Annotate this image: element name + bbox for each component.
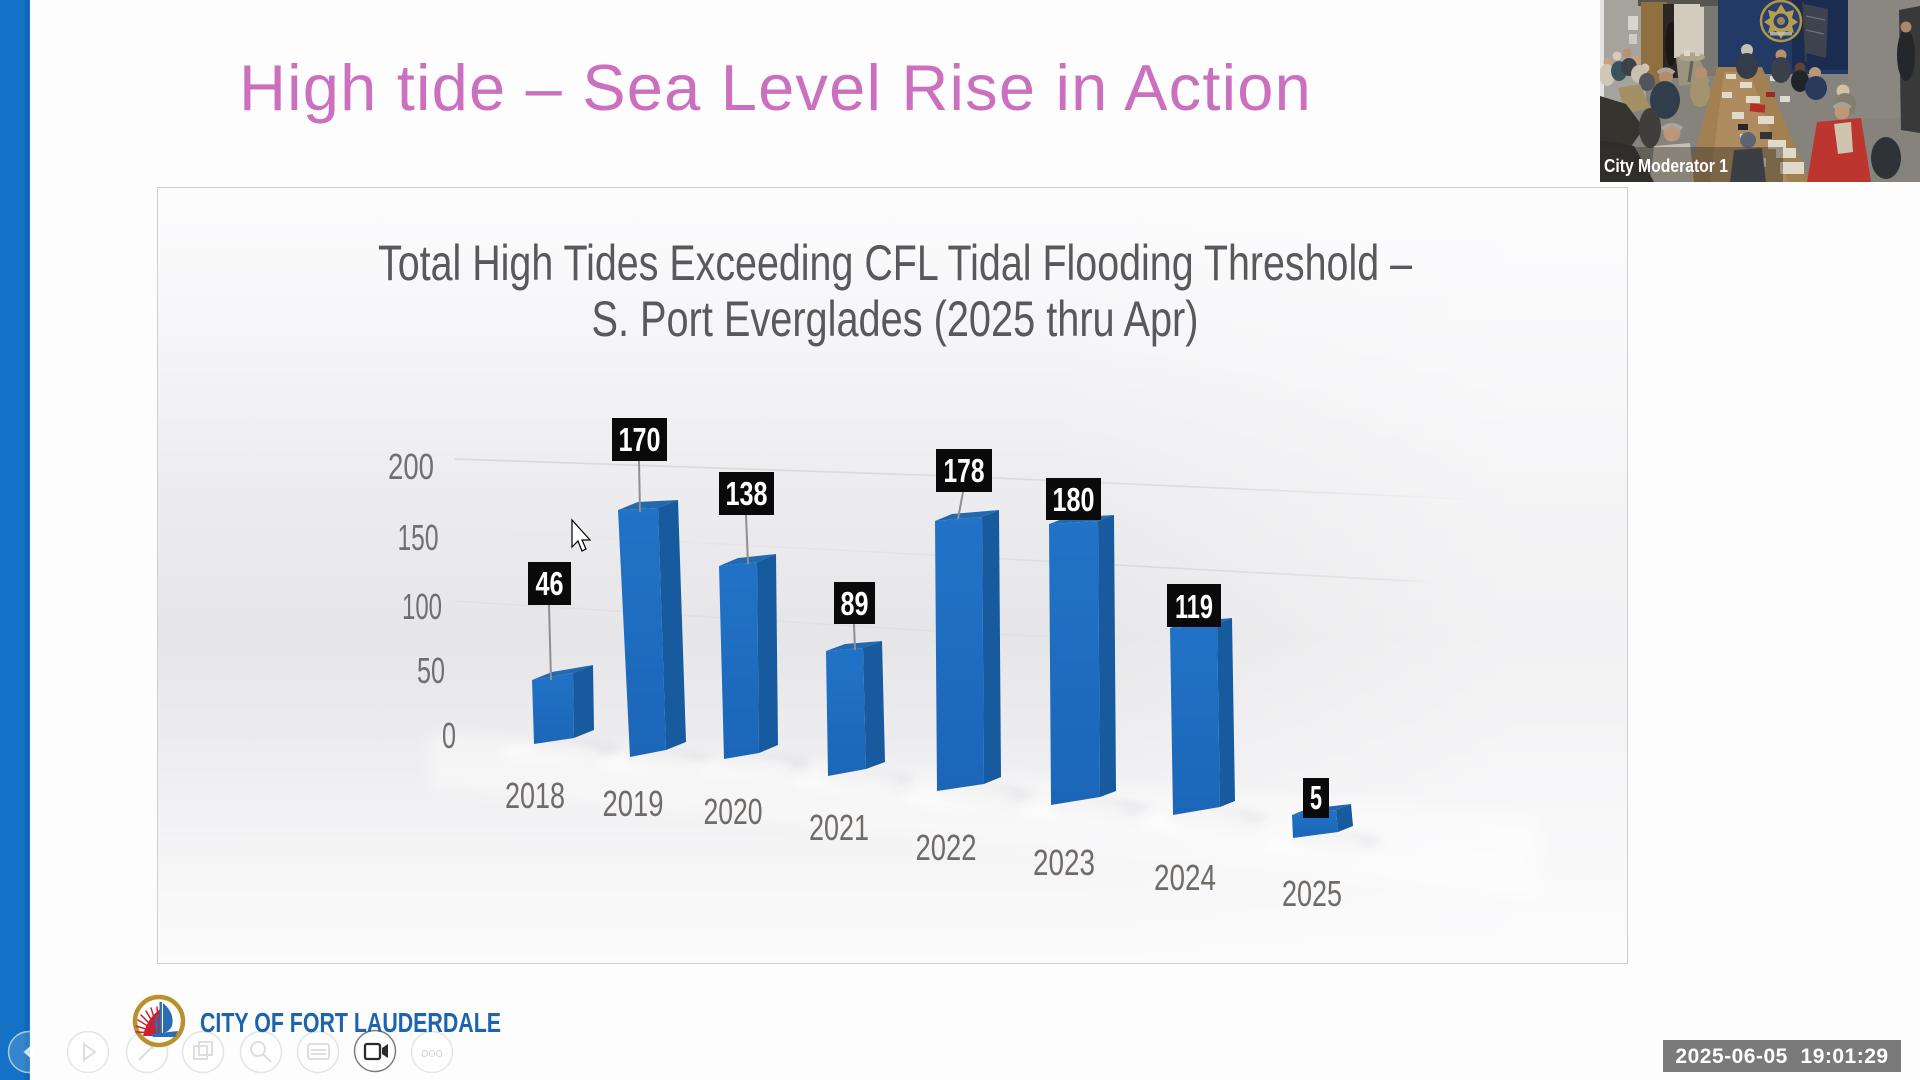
svg-text:100: 100 bbox=[402, 586, 442, 627]
svg-text:2023: 2023 bbox=[1033, 842, 1095, 883]
svg-text:2020: 2020 bbox=[704, 791, 763, 832]
svg-text:89: 89 bbox=[841, 585, 869, 622]
svg-text:2024: 2024 bbox=[1154, 857, 1216, 898]
svg-text:138: 138 bbox=[726, 475, 768, 512]
svg-text:ooo: ooo bbox=[421, 1045, 443, 1060]
svg-text:178: 178 bbox=[944, 452, 985, 489]
svg-text:0: 0 bbox=[442, 715, 456, 756]
svg-text:2019: 2019 bbox=[603, 783, 664, 824]
svg-text:5: 5 bbox=[1310, 779, 1322, 816]
svg-text:S. Port Everglades (2025 thru: S. Port Everglades (2025 thru Apr) bbox=[592, 291, 1199, 347]
svg-text:119: 119 bbox=[1175, 588, 1213, 625]
svg-text:2022: 2022 bbox=[916, 827, 977, 868]
svg-text:City Moderator 1: City Moderator 1 bbox=[1604, 155, 1728, 176]
svg-text:2018: 2018 bbox=[505, 775, 565, 816]
svg-text:150: 150 bbox=[398, 517, 439, 558]
svg-text:170: 170 bbox=[619, 421, 661, 458]
svg-text:180: 180 bbox=[1053, 481, 1095, 518]
svg-text:2021: 2021 bbox=[809, 807, 869, 848]
svg-text:50: 50 bbox=[417, 650, 445, 691]
svg-text:CITY OF FORT LAUDERDALE: CITY OF FORT LAUDERDALE bbox=[200, 1007, 501, 1038]
svg-text:Total High Tides Exceeding CFL: Total High Tides Exceeding CFL Tidal Flo… bbox=[378, 235, 1412, 291]
svg-text:46: 46 bbox=[536, 565, 564, 602]
svg-text:2025: 2025 bbox=[1282, 873, 1342, 914]
svg-text:200: 200 bbox=[388, 446, 434, 487]
